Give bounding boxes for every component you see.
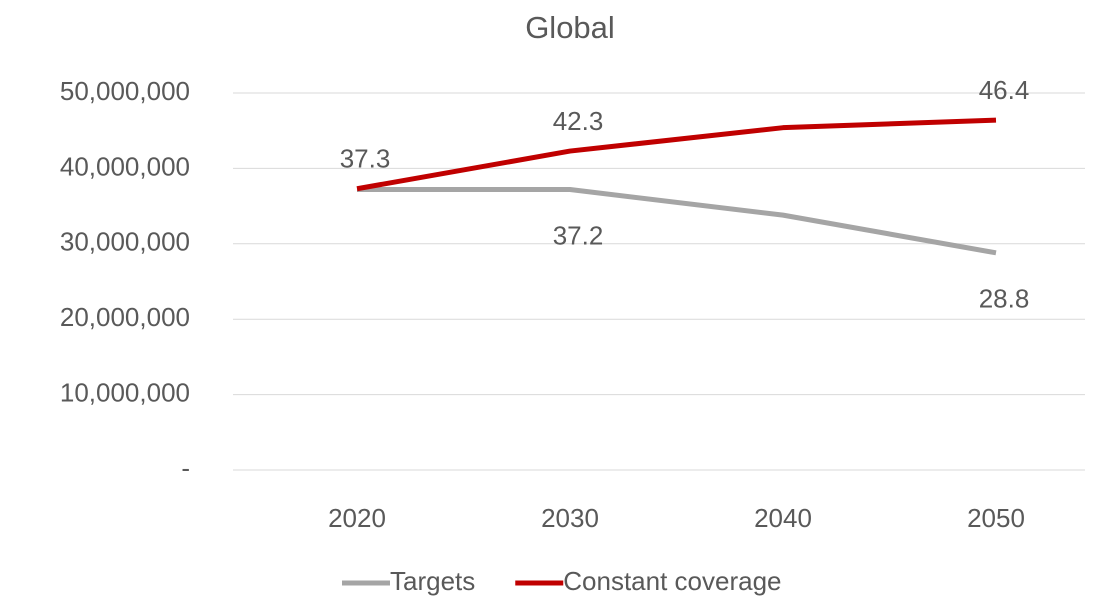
legend-label: Targets — [390, 566, 475, 596]
series-line — [356, 117, 997, 192]
y-tick-label: 20,000,000 — [60, 302, 190, 332]
x-tick-label: 2040 — [754, 503, 812, 533]
data-label: 46.4 — [979, 75, 1030, 105]
data-label: 42.3 — [553, 106, 604, 136]
data-label: 37.2 — [553, 220, 604, 250]
y-tick-label: 10,000,000 — [60, 377, 190, 407]
x-tick-label: 2030 — [541, 503, 599, 533]
x-tick-label: 2020 — [328, 503, 386, 533]
legend-label: Constant coverage — [563, 566, 781, 596]
y-tick-label: 40,000,000 — [60, 151, 190, 181]
data-label: 37.3 — [340, 144, 391, 174]
data-label: 28.8 — [979, 284, 1030, 314]
y-tick-label: 30,000,000 — [60, 227, 190, 257]
x-tick-label: 2050 — [967, 503, 1025, 533]
chart-title: Global — [525, 10, 615, 45]
series-line — [357, 187, 997, 256]
y-tick-label: - — [181, 453, 190, 483]
y-tick-label: 50,000,000 — [60, 76, 190, 106]
